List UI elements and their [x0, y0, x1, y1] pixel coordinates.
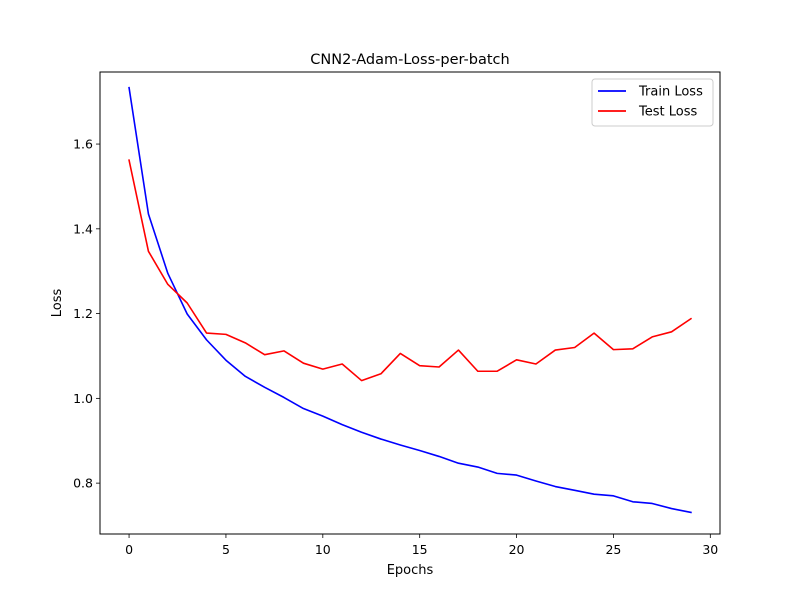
series-line-train-loss — [128, 86, 692, 514]
chart-title: CNN2-Adam-Loss-per-batch — [310, 52, 509, 68]
legend-label: Train Loss — [638, 85, 703, 100]
x-tick-label: 10 — [315, 542, 331, 557]
x-tick-label: 20 — [509, 542, 525, 557]
y-tick-label: 1.0 — [73, 391, 93, 406]
y-tick-label: 0.8 — [73, 476, 93, 491]
x-tick-label: 25 — [605, 542, 621, 557]
y-axis-ticks: 0.8 1.0 1.2 1.4 1.6 — [73, 137, 100, 491]
y-axis-label: Loss — [50, 289, 65, 318]
plot-frame — [99, 71, 721, 535]
legend-label: Test Loss — [638, 105, 697, 120]
y-tick-label: 1.2 — [73, 306, 93, 321]
y-tick-label: 1.6 — [73, 137, 93, 152]
x-axis-ticks: 0 5 10 15 20 25 30 — [125, 534, 718, 557]
x-tick-label: 5 — [222, 542, 230, 557]
series-line-test-loss — [128, 159, 693, 382]
x-axis-label: Epochs — [387, 563, 434, 578]
x-tick-label: 15 — [412, 542, 428, 557]
x-tick-label: 0 — [125, 542, 133, 557]
x-tick-label: 30 — [702, 542, 718, 557]
legend: Train Loss Test Loss — [591, 78, 714, 127]
plot-lines — [128, 86, 693, 514]
y-tick-label: 1.4 — [73, 221, 93, 236]
